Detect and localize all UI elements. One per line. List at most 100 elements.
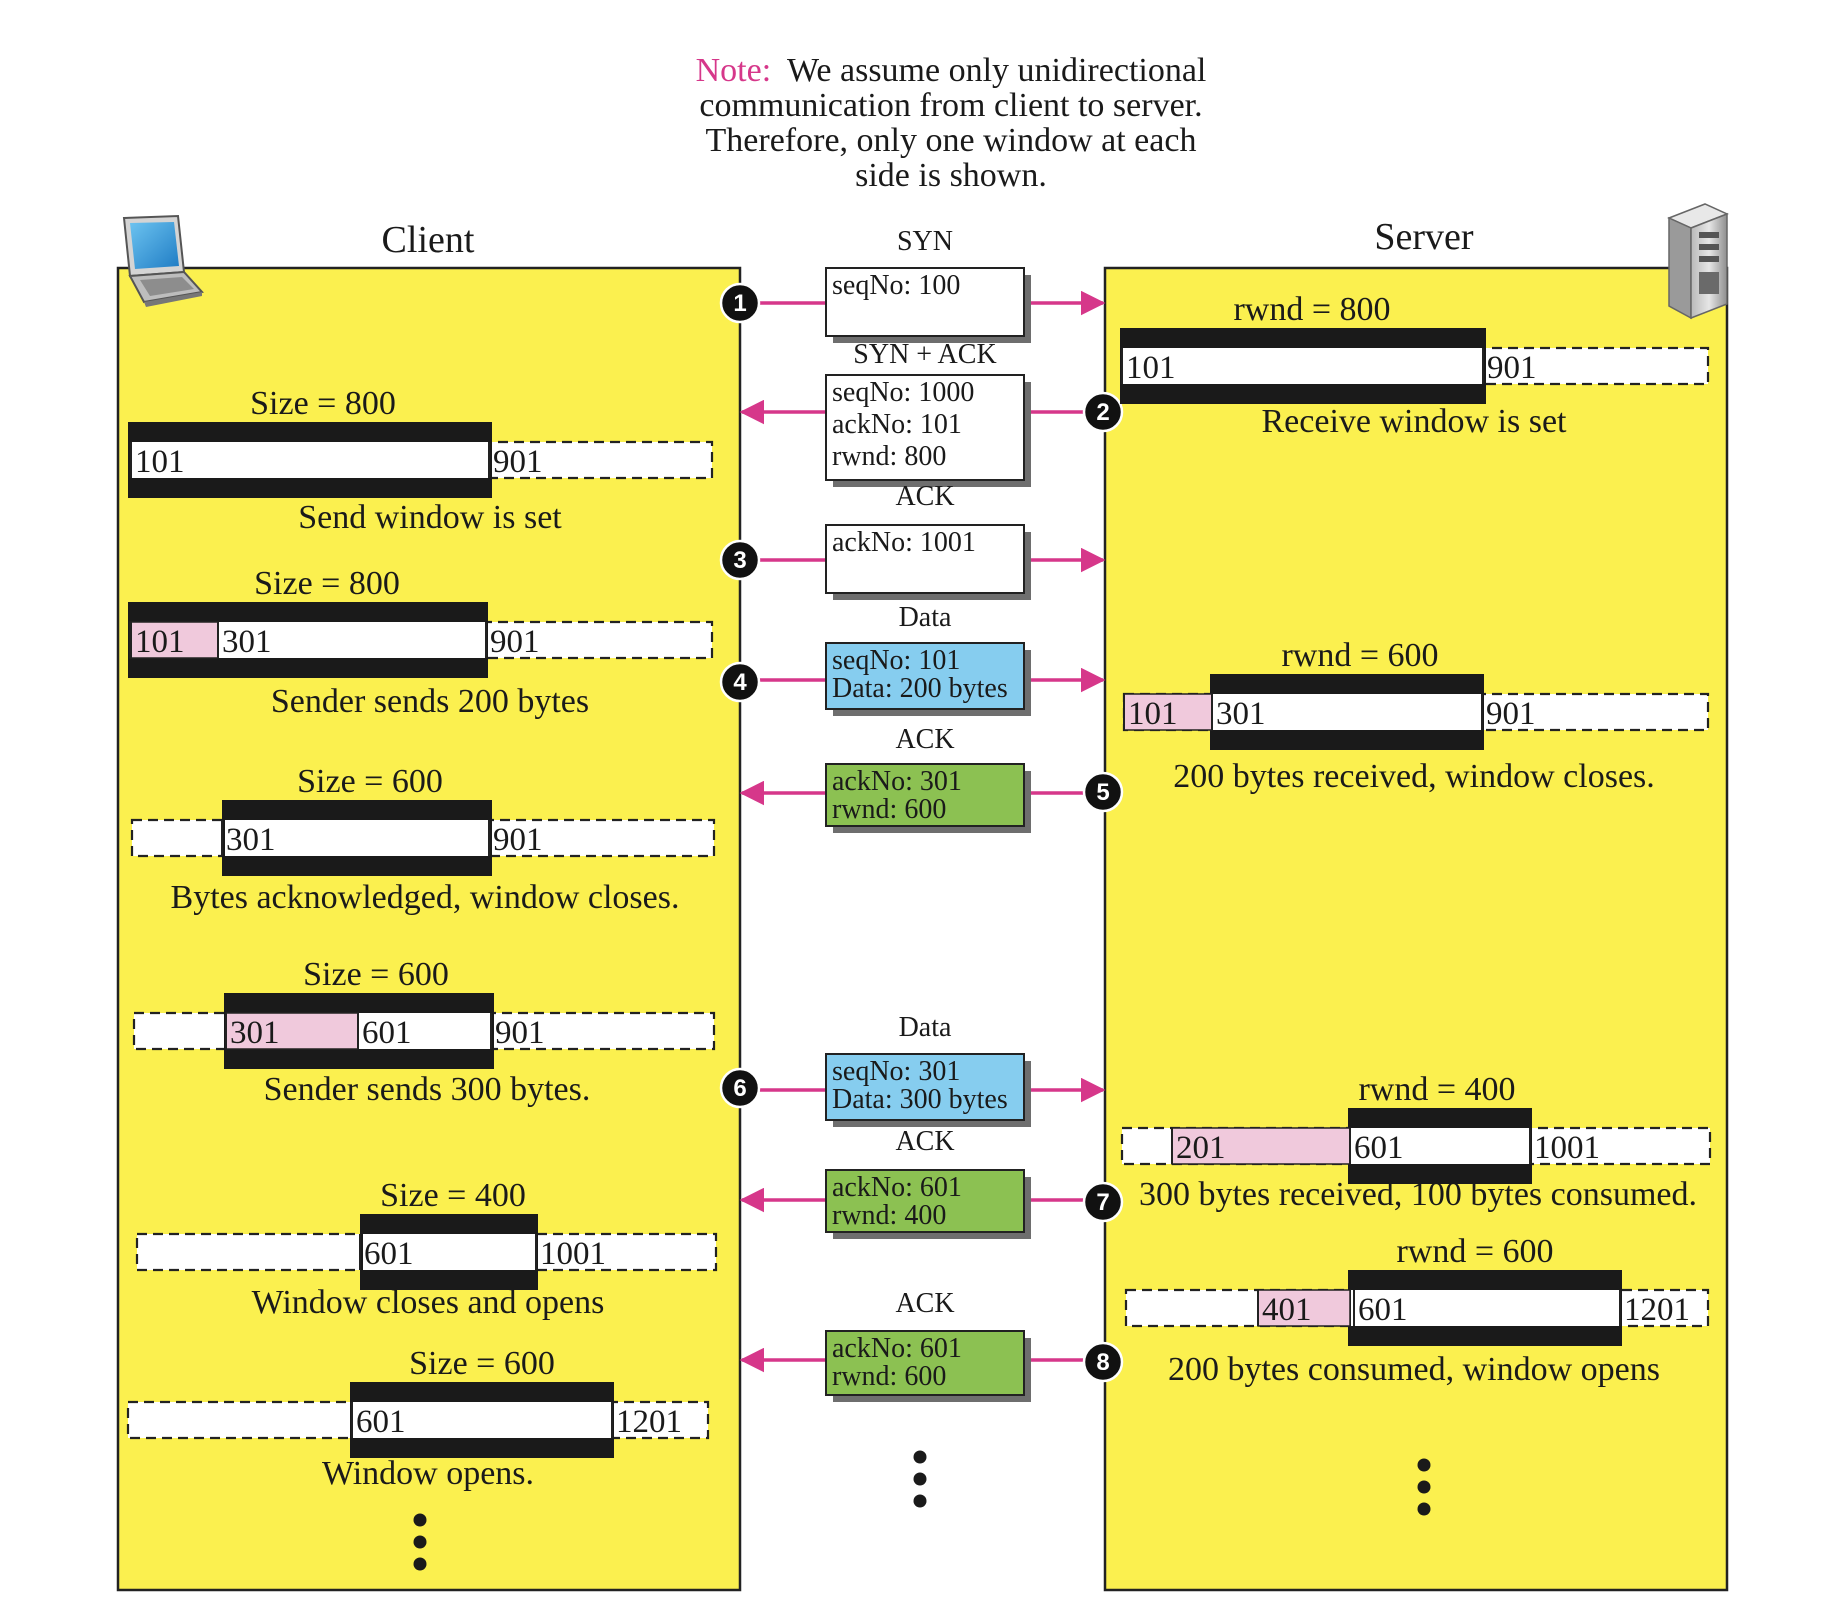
byte-number: 601 <box>356 1404 406 1440</box>
window-interior <box>1351 1128 1529 1164</box>
window-strip: 201 601 1001 rwnd = 400 300 bytes received, … <box>1120 1071 1712 1213</box>
window-caption: 200 bytes consumed, window opens <box>1168 1351 1660 1388</box>
message-box <box>825 763 1025 827</box>
window-size-label: rwnd = 600 <box>1281 637 1438 674</box>
message-box <box>825 1053 1025 1121</box>
byte-number: 901 <box>1486 696 1536 732</box>
step-number: 1 <box>733 290 746 317</box>
message-field: Data: 300 bytes <box>832 1084 1008 1115</box>
server-panel <box>1103 266 1729 1592</box>
message-1: SYN seqNo: 100 1 <box>719 226 1106 343</box>
message-box <box>825 642 1025 710</box>
message-field: seqNo: 1000 <box>832 377 974 408</box>
step-number: 4 <box>733 669 747 696</box>
window-interior <box>1351 1290 1619 1326</box>
step-number: 5 <box>1096 779 1109 806</box>
byte-number: 901 <box>495 1015 545 1051</box>
window-caption: Sender sends 200 bytes <box>271 683 589 720</box>
message-field: seqNo: 301 <box>832 1056 960 1087</box>
window-caption: Send window is set <box>298 499 562 536</box>
window-caption: Window opens. <box>322 1455 534 1492</box>
window-strip: 101 901 rwnd = 800 Receive window is set <box>1120 291 1710 440</box>
window-size-label: Size = 400 <box>380 1177 526 1214</box>
message-box <box>825 267 1025 337</box>
window-strip: 601 1201 Size = 600 Window opens. <box>126 1345 710 1492</box>
byte-number: 901 <box>490 624 540 660</box>
message-box <box>825 1330 1025 1396</box>
message-field: ackNo: 601 <box>832 1172 962 1203</box>
client-continuation-dots <box>413 1513 427 1571</box>
byte-number: 101 <box>135 444 185 480</box>
window-caption: Receive window is set <box>1262 403 1568 440</box>
server-continuation-dots <box>1417 1458 1431 1516</box>
message-title: Data <box>899 602 952 633</box>
window-size-label: rwnd = 800 <box>1233 291 1390 328</box>
window-size-label: Size = 800 <box>250 385 396 422</box>
note: Note: We assume only unidirectional comm… <box>696 52 1207 194</box>
server-title: Server <box>1374 216 1474 258</box>
window-caption: Window closes and opens <box>252 1284 605 1321</box>
window-caption: Sender sends 300 bytes. <box>264 1071 591 1108</box>
window-size-label: Size = 600 <box>303 956 449 993</box>
message-field: ackNo: 101 <box>832 409 962 440</box>
window-size-label: rwnd = 600 <box>1396 1233 1553 1270</box>
note-label: Note: <box>696 52 772 89</box>
message-title: SYN + ACK <box>853 339 996 370</box>
step-badge <box>1082 391 1124 433</box>
message-3: ACK ackNo: 1001 3 <box>719 481 1106 600</box>
byte-number: 1001 <box>540 1236 606 1272</box>
byte-number: 301 <box>230 1015 280 1051</box>
byte-number: 901 <box>493 444 543 480</box>
note-line-4: side is shown. <box>855 157 1047 194</box>
note-line-2: communication from client to server. <box>699 87 1202 124</box>
window-interior <box>1123 348 1483 384</box>
window-caption: 200 bytes received, window closes. <box>1173 758 1655 795</box>
byte-number: 101 <box>1128 696 1178 732</box>
byte-number: 1201 <box>1624 1292 1690 1328</box>
byte-number: 401 <box>1262 1292 1312 1328</box>
window-strip: 401 601 1201 rwnd = 600 200 bytes consumed, … <box>1124 1233 1710 1388</box>
byte-number: 601 <box>364 1236 414 1272</box>
window-strip: 101 901 Size = 800 Send window is set <box>128 385 714 536</box>
message-box <box>825 1169 1025 1233</box>
step-number: 6 <box>733 1075 746 1102</box>
message-title: ACK <box>895 724 954 755</box>
step-badge <box>719 282 761 324</box>
message-box <box>825 524 1025 594</box>
byte-number: 101 <box>1126 350 1176 386</box>
message-field: Data: 200 bytes <box>832 673 1008 704</box>
byte-number: 201 <box>1176 1130 1226 1166</box>
window-interior <box>131 442 489 478</box>
byte-number: 1201 <box>616 1404 682 1440</box>
byte-number: 601 <box>1354 1130 1404 1166</box>
message-title: ACK <box>895 1126 954 1157</box>
server-tower-icon <box>1667 203 1729 320</box>
step-number: 7 <box>1096 1189 1109 1216</box>
step-badge <box>719 661 761 703</box>
svg-text:Note: We assume only uni: Note: We assume only unidirectional <box>696 52 1207 89</box>
window-caption: Bytes acknowledged, window closes. <box>171 879 680 916</box>
window-interior <box>363 1234 535 1270</box>
message-field: rwnd: 400 <box>832 1200 946 1231</box>
step-badge <box>1082 1181 1124 1223</box>
step-number: 2 <box>1096 399 1109 426</box>
message-field: ackNo: 601 <box>832 1333 962 1364</box>
message-title: ACK <box>895 481 954 512</box>
byte-number: 601 <box>362 1015 412 1051</box>
byte-number: 301 <box>222 624 272 660</box>
window-size-label: Size = 800 <box>254 565 400 602</box>
sent-bytes-region <box>129 621 219 659</box>
server-windows-layer: 101 901 rwnd = 800 Receive window is set 101… <box>1120 291 1712 1388</box>
window-size-label: Size = 600 <box>409 1345 555 1382</box>
byte-number: 101 <box>135 624 185 660</box>
note-line-1: We assume only unidirectional <box>787 52 1206 89</box>
message-box <box>825 374 1025 481</box>
byte-number: 601 <box>1358 1292 1408 1328</box>
window-interior <box>225 820 489 856</box>
